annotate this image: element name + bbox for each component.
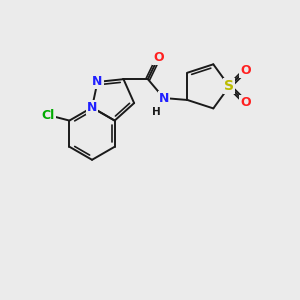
Text: O: O	[240, 96, 251, 109]
Text: H: H	[152, 107, 160, 117]
Text: N: N	[159, 92, 169, 105]
Text: N: N	[92, 75, 103, 88]
Text: Cl: Cl	[41, 109, 55, 122]
Text: O: O	[240, 64, 251, 76]
Text: N: N	[87, 101, 97, 114]
Text: O: O	[153, 51, 164, 64]
Text: S: S	[224, 80, 234, 93]
